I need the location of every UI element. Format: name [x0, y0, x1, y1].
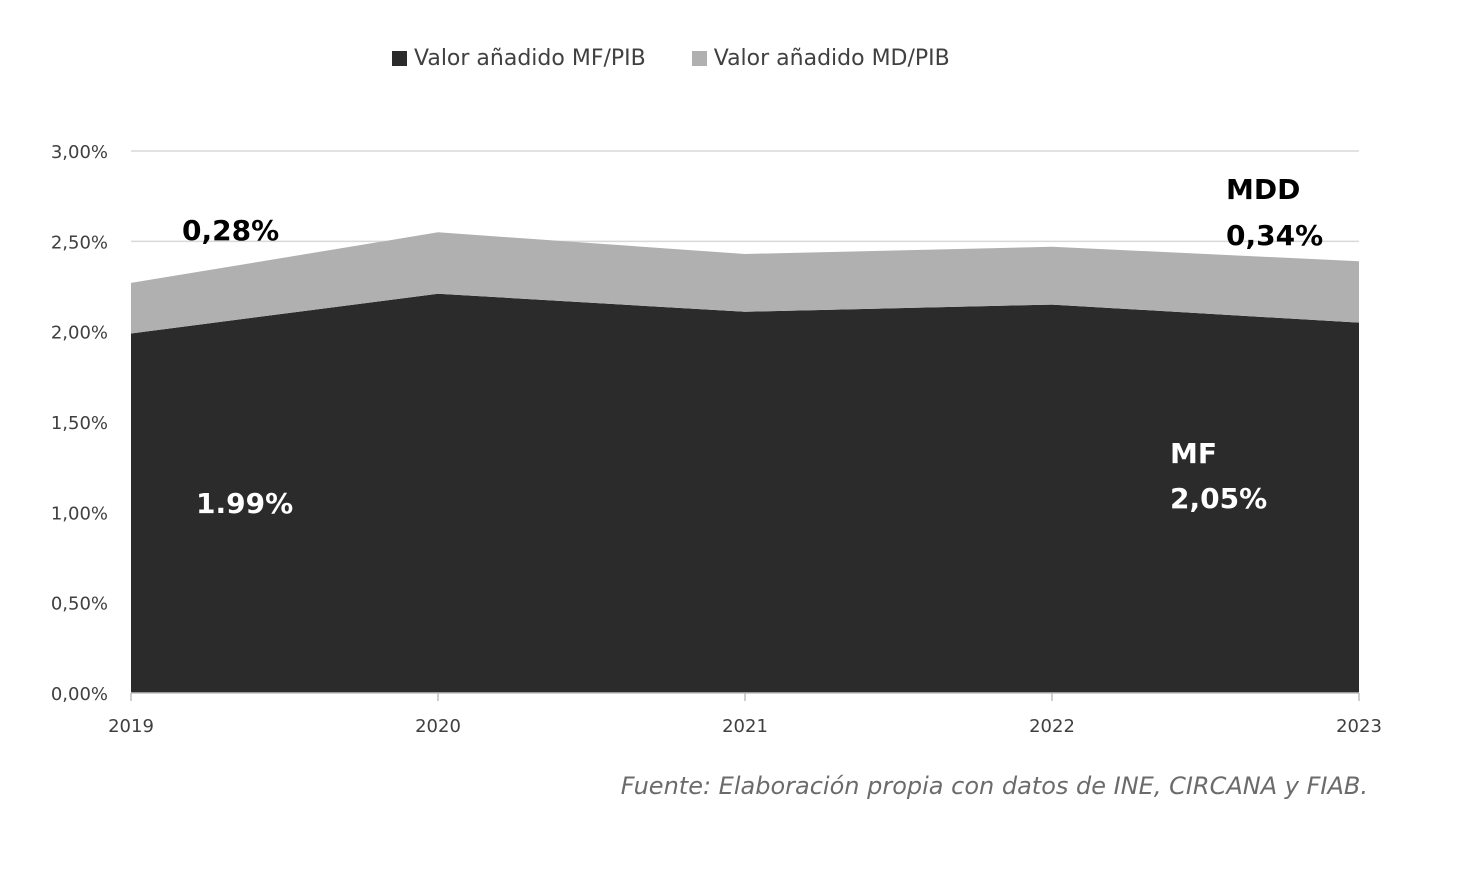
y-tick-label: 2,00%: [51, 323, 108, 344]
y-tick-label: 0,00%: [51, 684, 108, 705]
area-series-0: [131, 293, 1359, 693]
legend-swatch-mf: [392, 51, 407, 66]
annotations: 0,28% MDD 0,34% 1.99% MF 2,05%: [182, 173, 1323, 520]
legend-swatch-md: [691, 51, 707, 66]
y-tick-label: 3,00%: [51, 142, 108, 163]
x-tick-label: 2022: [1029, 716, 1075, 737]
y-tick-label: 2,50%: [51, 232, 108, 253]
annotation-mf-2019: 1.99%: [196, 487, 293, 520]
annotation-mdd-label: MDD: [1226, 173, 1300, 206]
annotation-mf-label: MF: [1170, 437, 1217, 470]
area-series-1: [131, 232, 1359, 334]
source-note: Fuente: Elaboración propia con datos de …: [621, 772, 1368, 800]
annotation-md-2023: 0,34%: [1226, 219, 1323, 252]
legend-label-mf: Valor añadido MF/PIB: [414, 46, 646, 71]
annotation-md-2019: 0,28%: [182, 214, 279, 247]
source-text: Elaboración propia con datos de INE, CIR…: [711, 772, 1368, 800]
legend-label-md: Valor añadido MD/PIB: [713, 46, 950, 71]
y-tick-label: 0,50%: [51, 594, 108, 615]
x-tick-label: 2019: [108, 716, 154, 737]
chart-legend: Valor añadido MF/PIB Valor añadido MD/PI…: [392, 46, 950, 71]
axis: 0,00% 0,50% 1,00% 1,50% 2,00% 2,50% 3,00% 2019 2…: [51, 142, 1382, 737]
source-prefix: Fuente:: [620, 772, 712, 800]
area-series: [131, 232, 1359, 693]
y-tick-label: 1,00%: [51, 503, 108, 524]
annotation-mf-2023: 2,05%: [1170, 482, 1267, 515]
y-tick-label: 1,50%: [51, 413, 108, 434]
x-tick-label: 2023: [1336, 716, 1382, 737]
x-tick-label: 2021: [722, 716, 768, 737]
legend-item-mf: Valor añadido MF/PIB: [392, 46, 646, 71]
legend-item-md: Valor añadido MD/PIB: [691, 46, 950, 71]
x-tick-label: 2020: [415, 716, 461, 737]
